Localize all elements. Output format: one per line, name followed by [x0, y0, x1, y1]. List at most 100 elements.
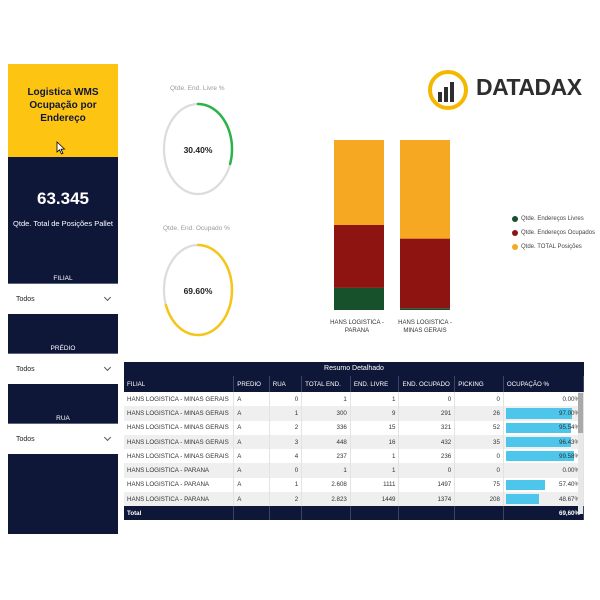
bar-segment-ocupados-1[interactable]: [400, 238, 450, 309]
ocupacao-text: 96.43%: [559, 438, 580, 446]
cell-filial: HANS LOGISTICA - MINAS GERAIS: [124, 392, 235, 407]
table-row[interactable]: HANS LOGISTICA - MINAS GERAIS A 4 237 1 236 0 9…: [124, 449, 585, 464]
filter-predio-label: PRÉDIO: [50, 345, 76, 352]
cell-filial: HANS LOGISTICA - PARANA: [124, 492, 235, 507]
col-header-rua[interactable]: RUA: [269, 376, 303, 392]
ocupacao-text: 99.58%: [559, 452, 580, 460]
cell-predio: A: [233, 420, 270, 435]
ocupacao-text: 48.67%: [559, 495, 580, 503]
legend-label: Qtde. Endereços Livres: [521, 216, 584, 222]
table-row[interactable]: HANS LOGISTICA - MINAS GERAIS A 2 336 15 321 5…: [124, 420, 585, 435]
bar-segment-livres-0[interactable]: [334, 287, 384, 310]
cell-ocupacao: 0.00%: [503, 463, 585, 478]
cell-rua: 0: [269, 392, 303, 407]
cell-rua: 3: [269, 434, 303, 450]
col-header-picking[interactable]: PICKING: [454, 376, 504, 392]
cell-total: 2.823: [301, 492, 351, 507]
col-header-total[interactable]: TOTAL END.: [301, 376, 351, 392]
cell-picking: 208: [454, 492, 504, 507]
legend-item-total[interactable]: Qtde. TOTAL Posições: [512, 244, 595, 250]
legend-dot: [512, 216, 518, 222]
cell-livre: 15: [350, 420, 400, 435]
filter-filial-dropdown[interactable]: Todos: [8, 284, 118, 314]
cell-ocupado: 1374: [398, 492, 456, 507]
cell-ocupacao: 95.54%: [503, 420, 585, 435]
gauge-free-chart: [162, 102, 234, 196]
logo-wordmark: DATADAX: [476, 74, 582, 101]
table-row[interactable]: HANS LOGISTICA - PARANA A 2 2.823 1449 1374 20…: [124, 492, 585, 507]
summary-table: FILIAL PREDIO RUA TOTAL END. END. LIVRE …: [124, 376, 585, 521]
cell-ocupado: 236: [398, 449, 456, 464]
total-empty-cell: [350, 506, 400, 521]
filter-rua-value: Todos: [16, 435, 35, 443]
bar-segment-total-0[interactable]: [334, 140, 384, 225]
kpi-total-positions-label: Qtde. Total de Posições Pallet: [13, 219, 113, 228]
col-header-filial[interactable]: FILIAL: [124, 376, 235, 392]
cell-livre: 1111: [350, 477, 400, 493]
table-row[interactable]: HANS LOGISTICA - PARANA A 1 2.608 1111 1497 75…: [124, 477, 585, 493]
filter-rua-dropdown[interactable]: Todos: [8, 424, 118, 454]
cell-total: 300: [301, 406, 351, 421]
cell-picking: 35: [454, 434, 504, 450]
chevron-down-icon: [103, 363, 112, 372]
legend-item-livres[interactable]: Qtde. Endereços Livres: [512, 216, 595, 222]
cell-rua: 1: [269, 406, 303, 421]
cell-picking: 0: [454, 463, 504, 478]
table-header-row: FILIAL PREDIO RUA TOTAL END. END. LIVRE …: [124, 376, 585, 392]
table-row[interactable]: HANS LOGISTICA - MINAS GERAIS A 3 448 16 432 3…: [124, 434, 585, 450]
cell-total: 2.608: [301, 477, 351, 493]
cell-ocupacao: 0.00%: [503, 392, 585, 407]
bar-segment-total-1[interactable]: [400, 140, 450, 239]
cell-predio: A: [233, 392, 270, 407]
col-header-livre[interactable]: END. LIVRE: [350, 376, 400, 392]
cell-predio: A: [233, 463, 270, 478]
cell-filial: HANS LOGISTICA - MINAS GERAIS: [124, 449, 235, 464]
cell-livre: 1449: [350, 492, 400, 507]
table-scrollbar[interactable]: [578, 392, 583, 514]
legend-dot: [512, 244, 518, 250]
ocupacao-text: 97.00%: [559, 409, 580, 417]
cell-predio: A: [233, 449, 270, 464]
ocupacao-text: 95.54%: [559, 424, 580, 432]
cell-predio: A: [233, 477, 270, 493]
gauge-free-fill: [196, 102, 234, 166]
bar-segment-livres-1[interactable]: [400, 308, 450, 310]
filter-filial-label: FILIAL: [53, 275, 73, 282]
cell-total: 336: [301, 420, 351, 435]
legend-item-ocupados[interactable]: Qtde. Endereços Ocupados: [512, 230, 595, 236]
cell-filial: HANS LOGISTICA - PARANA: [124, 463, 235, 478]
mouse-cursor-icon: [56, 141, 66, 155]
gauge-occupied-chart: [162, 243, 234, 337]
logo-text-dax: DAX: [534, 74, 582, 100]
table-scrollbar-thumb[interactable]: [578, 393, 583, 433]
ocupacao-databar: [505, 494, 539, 505]
bar-segment-ocupados-0[interactable]: [334, 225, 384, 288]
cell-ocupacao: 97.00%: [503, 406, 585, 421]
table-row[interactable]: HANS LOGISTICA - MINAS GERAIS A 1 300 9 291 26…: [124, 406, 585, 421]
total-empty-cell: [233, 506, 270, 521]
kpi-total-positions-value: 63.345: [37, 189, 89, 208]
cell-total: 237: [301, 449, 351, 464]
col-header-ocupado[interactable]: END. OCUPADO: [398, 376, 456, 392]
table-row[interactable]: HANS LOGISTICA - PARANA A 0 1 1 0 0 0.00%: [124, 463, 585, 478]
cell-picking: 0: [454, 449, 504, 464]
cell-ocupado: 0: [398, 392, 456, 407]
cell-ocupado: 432: [398, 434, 456, 450]
ocupacao-text: 0.00%: [562, 395, 580, 403]
cell-ocupado: 0: [398, 463, 456, 478]
x-tick-label-parana: HANS LOGISTICA - PARANA: [330, 320, 384, 334]
cell-filial: HANS LOGISTICA - MINAS GERAIS: [124, 420, 235, 435]
ocupacao-text: 57.40%: [559, 481, 580, 489]
cell-livre: 1: [350, 449, 400, 464]
filter-predio-dropdown[interactable]: Todos: [8, 354, 118, 384]
col-header-ocupacao[interactable]: OCUPAÇÃO %: [503, 376, 585, 392]
gauge-occupied-title: Qtde. End. Ocupado %: [163, 225, 230, 232]
total-ocupacao: 69,60%: [503, 506, 585, 521]
table-title: Resumo Detalhado: [124, 362, 584, 376]
ocupacao-text: 0.00%: [562, 467, 580, 475]
col-header-predio[interactable]: PREDIO: [233, 376, 270, 392]
cell-predio: A: [233, 406, 270, 421]
table-total-row: Total 69,60%: [124, 506, 585, 521]
table-row[interactable]: HANS LOGISTICA - MINAS GERAIS A 0 1 1 0 0 0.00%: [124, 392, 585, 407]
cell-picking: 75: [454, 477, 504, 493]
